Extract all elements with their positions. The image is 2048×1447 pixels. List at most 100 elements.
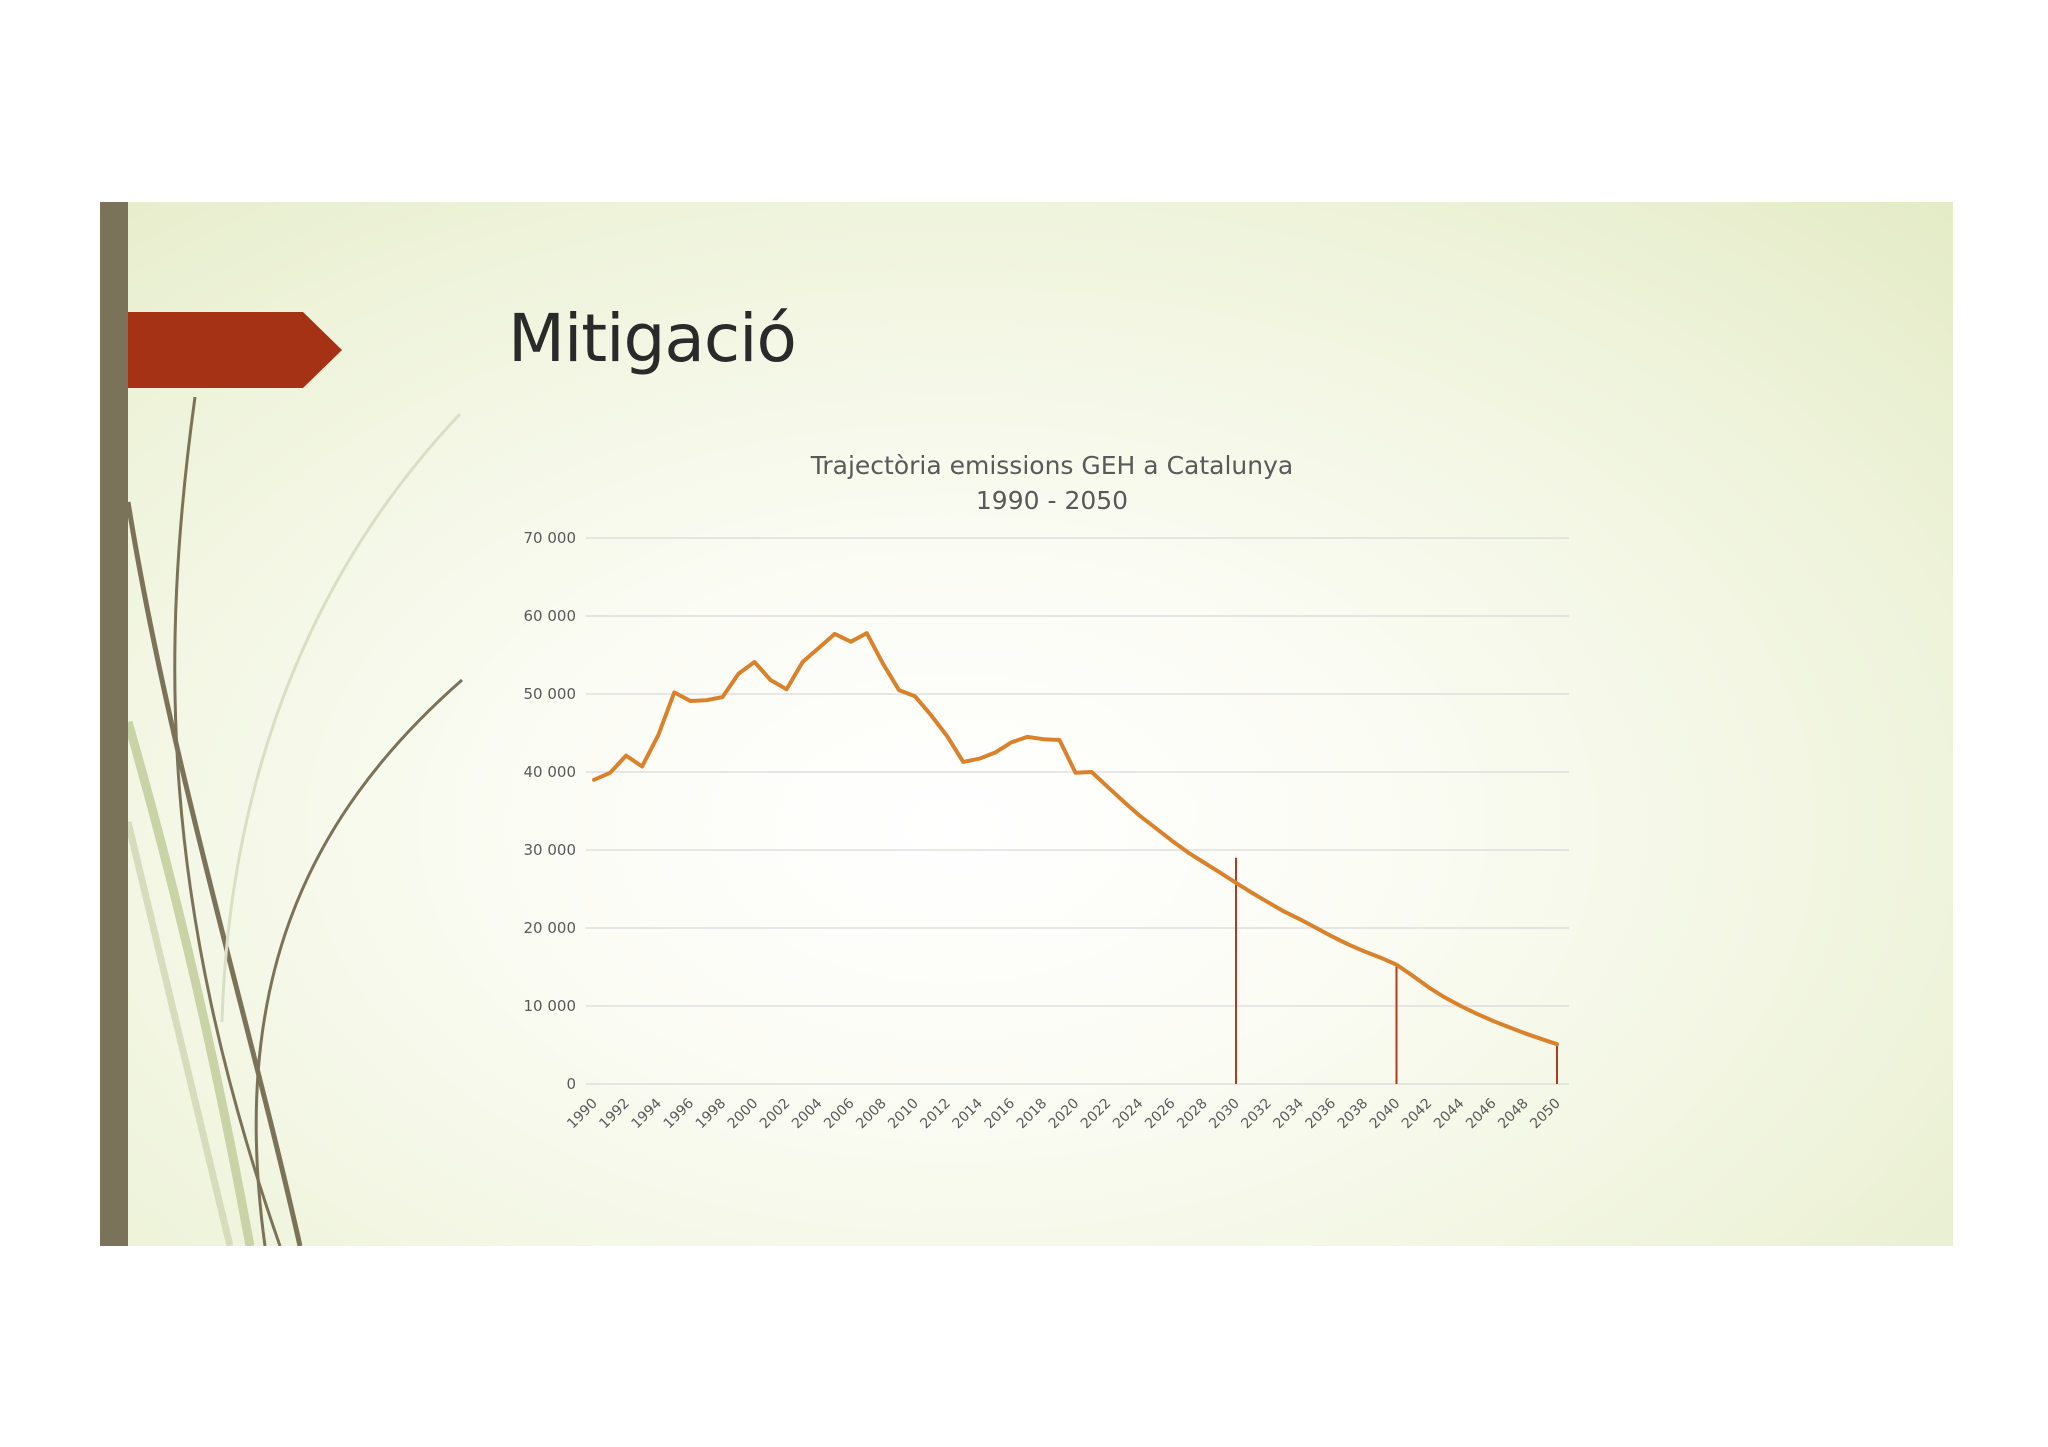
x-tick-label: 2004	[789, 1095, 826, 1132]
x-tick-label: 2018	[1014, 1096, 1051, 1133]
x-tick-label: 2040	[1367, 1096, 1404, 1133]
slide: Mitigació Trajectòria emissions GEH a Ca…	[100, 202, 1953, 1246]
y-tick-label: 70 000	[524, 529, 577, 547]
left-accent-bar	[100, 202, 128, 1246]
data-point	[1202, 860, 1206, 864]
data-point	[817, 646, 821, 650]
data-point	[1025, 735, 1029, 739]
data-point	[849, 640, 853, 644]
data-point	[624, 754, 628, 758]
x-tick-label: 2034	[1271, 1095, 1308, 1132]
x-tick-label: 2006	[821, 1095, 858, 1132]
data-point	[720, 695, 724, 699]
data-point	[785, 687, 789, 691]
chart-title-line-1: Trajectòria emissions GEH a Catalunya	[810, 451, 1293, 480]
x-tick-label: 2030	[1206, 1096, 1243, 1133]
data-point	[1074, 771, 1077, 775]
data-point	[1106, 785, 1110, 789]
x-tick-label: 2022	[1078, 1096, 1115, 1133]
y-tick-label: 0	[566, 1075, 576, 1093]
y-tick-label: 50 000	[524, 685, 577, 703]
x-tick-label: 1994	[629, 1095, 666, 1132]
x-tick-label: 2010	[885, 1096, 922, 1133]
chart-title-line-2: 1990 - 2050	[976, 486, 1128, 515]
data-point	[913, 694, 917, 698]
x-tick-label: 2000	[725, 1096, 762, 1133]
data-point	[592, 778, 596, 782]
x-tick-label: 2014	[950, 1095, 987, 1132]
data-point	[1009, 740, 1013, 744]
data-point	[1041, 737, 1045, 741]
data-point	[929, 713, 933, 717]
data-point	[1186, 850, 1190, 854]
x-tick-label: 2038	[1335, 1096, 1372, 1133]
y-tick-label: 20 000	[524, 919, 577, 937]
x-tick-label: 2048	[1495, 1096, 1532, 1133]
x-tick-label: 2044	[1431, 1095, 1468, 1132]
x-axis-ticks: 1990199219941996199820002002200420062008…	[564, 1095, 1564, 1132]
y-tick-label: 10 000	[524, 997, 577, 1015]
series-layer	[592, 631, 1559, 1047]
data-point	[672, 690, 676, 694]
data-point	[688, 699, 692, 703]
data-point	[1090, 770, 1094, 774]
data-point	[656, 733, 660, 737]
data-point	[769, 678, 773, 682]
y-axis-ticks: 0 10 000 20 000 30 000 40 000 50 000 60 000 70 …	[524, 529, 577, 1093]
data-point	[977, 757, 981, 761]
series-line	[592, 631, 1559, 1047]
data-point	[1154, 826, 1158, 830]
data-point	[1362, 949, 1366, 953]
x-tick-label: 2046	[1463, 1095, 1500, 1132]
data-point	[1395, 963, 1398, 967]
x-tick-label: 2012	[917, 1096, 954, 1133]
x-tick-label: 2042	[1399, 1096, 1436, 1133]
data-point	[1427, 985, 1431, 989]
data-point	[704, 698, 708, 702]
data-point	[1250, 891, 1254, 895]
data-point	[865, 631, 869, 635]
data-point	[1298, 917, 1302, 921]
y-tick-label: 30 000	[524, 841, 577, 859]
data-point	[736, 672, 740, 676]
data-point	[993, 751, 997, 754]
data-point	[1234, 881, 1238, 885]
data-point	[801, 660, 805, 664]
data-point	[1507, 1025, 1511, 1029]
data-point	[1443, 995, 1447, 999]
x-tick-label: 2016	[982, 1095, 1019, 1132]
data-point	[1555, 1042, 1559, 1046]
data-point	[1346, 942, 1350, 946]
data-point	[1314, 926, 1318, 930]
data-point	[1218, 871, 1222, 875]
data-point	[1539, 1037, 1543, 1041]
x-tick-label: 1990	[564, 1096, 601, 1133]
slide-title: Mitigació	[508, 300, 797, 377]
data-point	[753, 660, 756, 664]
x-tick-label: 2002	[757, 1096, 794, 1133]
x-tick-label: 1998	[693, 1096, 730, 1133]
x-tick-label: 1996	[661, 1095, 698, 1132]
x-tick-label: 2024	[1110, 1095, 1147, 1132]
target-markers	[1235, 857, 1558, 1084]
x-tick-label: 2036	[1303, 1095, 1340, 1132]
data-point	[1170, 839, 1174, 843]
y-tick-label: 40 000	[524, 763, 577, 781]
data-point	[833, 632, 837, 636]
data-point	[1459, 1004, 1463, 1008]
decorative-curves	[100, 312, 463, 1246]
data-point	[897, 688, 901, 692]
data-point	[608, 771, 612, 775]
data-point	[1138, 814, 1142, 818]
x-tick-label: 2026	[1142, 1095, 1179, 1132]
line-chart: Trajectòria emissions GEH a Catalunya 19…	[524, 451, 1569, 1132]
data-point	[961, 760, 965, 764]
data-point	[1282, 910, 1286, 914]
data-point	[1411, 974, 1415, 978]
x-tick-label: 2008	[853, 1096, 890, 1133]
data-point	[945, 734, 949, 738]
data-point	[881, 662, 885, 666]
data-point	[1523, 1031, 1527, 1035]
data-point	[1122, 800, 1126, 804]
y-tick-label: 60 000	[524, 607, 577, 625]
